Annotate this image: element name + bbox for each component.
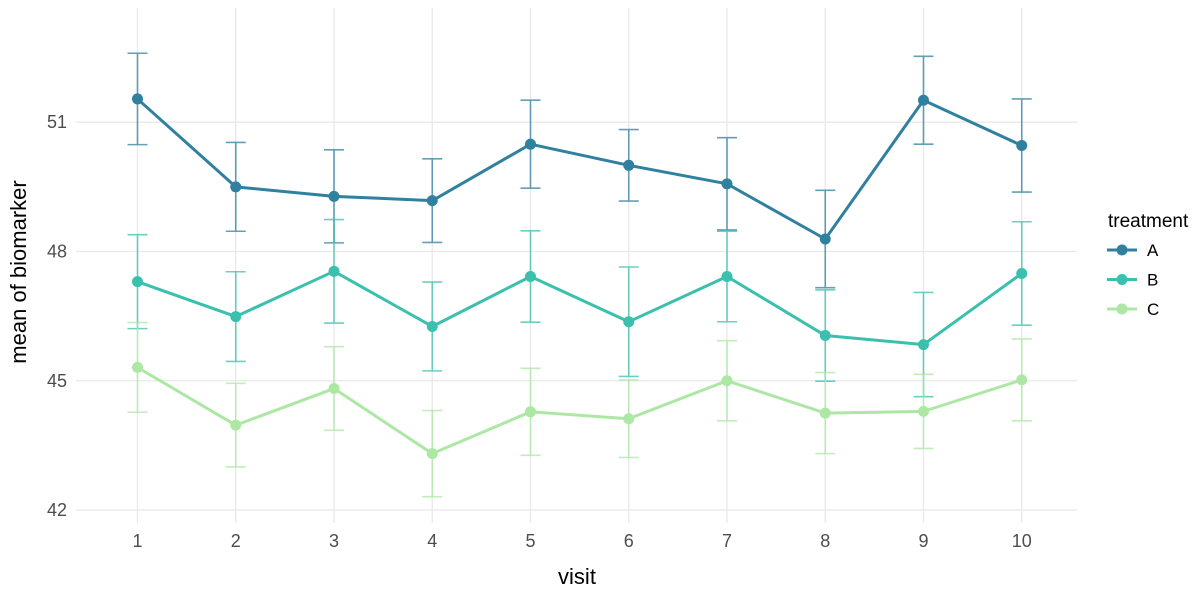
- data-point: [623, 413, 635, 425]
- series-C: [127, 321, 1032, 498]
- data-point: [328, 265, 340, 277]
- data-point: [819, 330, 831, 342]
- data-point: [525, 138, 536, 150]
- x-tick-label: 4: [427, 531, 437, 551]
- data-point: [132, 93, 143, 105]
- x-tick-label: 9: [918, 531, 928, 551]
- data-point: [328, 190, 340, 202]
- x-tick-label: 1: [132, 531, 142, 551]
- data-point: [819, 407, 831, 419]
- data-point: [721, 270, 733, 282]
- series-layer: [127, 52, 1032, 498]
- legend-items: ABC: [1107, 241, 1159, 319]
- y-tick-label: 45: [47, 371, 67, 391]
- legend-item-B: B: [1107, 271, 1158, 290]
- data-point: [819, 233, 831, 245]
- series-line-B: [136, 269, 1024, 347]
- data-point: [623, 316, 635, 328]
- legend-item-C: C: [1107, 300, 1159, 319]
- x-tick-label: 7: [722, 531, 732, 551]
- y-tick-label: 48: [47, 241, 67, 261]
- y-axis-title: mean of biomarker: [6, 180, 31, 363]
- legend-item-A: A: [1107, 241, 1159, 260]
- data-point: [525, 270, 536, 282]
- legend-item-label: C: [1147, 300, 1159, 319]
- legend-key-point: [1116, 244, 1128, 256]
- data-point: [132, 361, 143, 373]
- data-point: [426, 448, 438, 460]
- series-B: [127, 218, 1032, 398]
- gridlines: [76, 8, 1077, 523]
- error-bars-C: [127, 321, 1032, 498]
- y-tick-label: 42: [47, 500, 67, 520]
- series-A: [127, 52, 1032, 289]
- error-bars-A: [127, 52, 1032, 289]
- legend-item-label: A: [1147, 241, 1159, 260]
- y-tick-label: 51: [47, 112, 67, 132]
- data-point: [328, 383, 340, 395]
- x-tick-label: 8: [820, 531, 830, 551]
- data-point: [230, 311, 242, 323]
- data-point: [1016, 139, 1028, 151]
- data-point: [1016, 267, 1028, 279]
- x-tick-label: 2: [231, 531, 241, 551]
- data-point: [230, 181, 242, 193]
- y-tick-labels: 42 45 48 51: [47, 112, 67, 520]
- series-line-C: [136, 365, 1024, 456]
- data-point: [918, 339, 929, 351]
- data-point: [623, 159, 635, 171]
- data-point: [426, 195, 438, 207]
- legend: treatment ABC: [1107, 211, 1189, 319]
- x-tick-label: 5: [525, 531, 535, 551]
- legend-title: treatment: [1108, 211, 1189, 232]
- x-tick-label: 6: [624, 531, 634, 551]
- x-tick-label: 3: [329, 531, 339, 551]
- x-tick-labels: 1 2 3 4 5 6 7 8 9 10: [132, 531, 1031, 551]
- legend-item-label: B: [1147, 271, 1158, 290]
- data-point: [1016, 374, 1028, 386]
- data-point: [721, 375, 733, 387]
- data-point: [230, 419, 242, 431]
- legend-key-point: [1116, 303, 1128, 315]
- data-point: [426, 320, 438, 332]
- data-point: [132, 276, 143, 288]
- x-tick-label: 10: [1012, 531, 1032, 551]
- data-point: [721, 178, 733, 190]
- data-point: [918, 94, 929, 106]
- data-point: [918, 405, 929, 417]
- x-axis-title: visit: [558, 564, 596, 589]
- series-line-A: [136, 97, 1024, 241]
- data-point: [525, 406, 536, 418]
- legend-key-point: [1116, 274, 1128, 285]
- error-bars-B: [127, 218, 1032, 398]
